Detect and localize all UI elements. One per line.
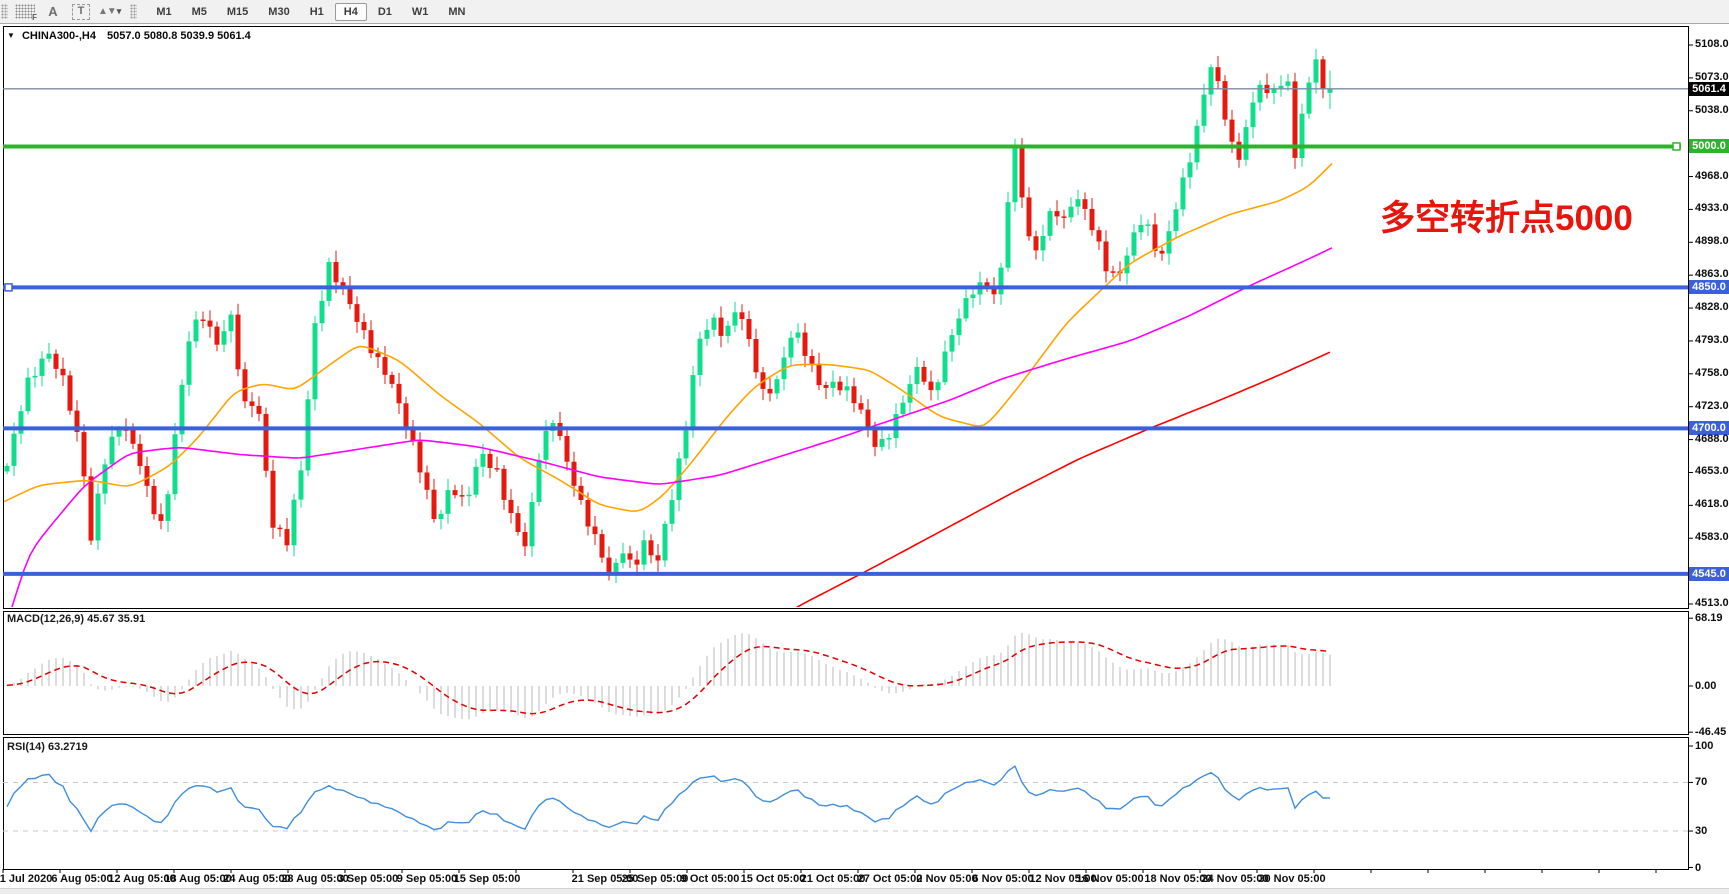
- timeframe-h1-button[interactable]: H1: [309, 5, 324, 18]
- macd-scale-68.19: 68.19: [1695, 612, 1723, 625]
- x-axis-label: 9 Oct 05:00: [680, 873, 740, 885]
- macd-histogram: [6, 632, 1331, 720]
- symbol-period-label: CHINA300-,H4: [21, 30, 96, 42]
- macd-values: 45.67 35.91: [87, 613, 146, 625]
- letter-a-icon: A: [48, 4, 58, 19]
- y-axis-tick-4618: 4618.0: [1695, 498, 1729, 511]
- shapes-button[interactable]: ▲▼ ▾: [97, 2, 122, 22]
- timeframe-toolbar-handle[interactable]: [130, 4, 138, 19]
- ma-fast-orange: [4, 162, 1333, 512]
- timeframe-m5-button[interactable]: M5: [191, 5, 207, 18]
- y-axis-tick-4968: 4968.0: [1695, 169, 1729, 182]
- rsi-value: 63.2719: [47, 741, 88, 753]
- chart-title: ▼ CHINA300-,H4 5057.0 5080.8 5039.9 5061…: [7, 30, 251, 42]
- y-axis-tick-4688: 4688.0: [1695, 432, 1729, 445]
- timeframe-w1-button[interactable]: W1: [411, 5, 429, 18]
- timeframe-button-row: M1 M5 M15 M30 H1 H4 D1 W1 MN: [146, 2, 475, 21]
- rsi-scale-30: 30: [1695, 825, 1708, 838]
- x-axis-label: 18 Nov 05:00: [1144, 873, 1212, 885]
- y-axis-tick-5108: 5108.0: [1695, 38, 1729, 50]
- timeframe-m1-button[interactable]: M1: [156, 5, 172, 18]
- ma-slow-red: [795, 351, 1331, 607]
- x-axis-label: 24 Aug 05:00: [223, 873, 291, 885]
- x-axis-label: 25 Sep 05:00: [621, 873, 689, 885]
- y-axis-tick-5038: 5038.0: [1695, 103, 1729, 116]
- x-axis-label: 24 Nov 05:00: [1201, 873, 1269, 885]
- x-axis-label: 27 Oct 05:00: [857, 873, 923, 885]
- x-axis-label: 9 Sep 05:00: [396, 873, 458, 885]
- x-axis-label: 21 Sep 05:00: [571, 873, 639, 885]
- timeframe-mn-button[interactable]: MN: [448, 5, 466, 18]
- y-axis-tick-4898: 4898.0: [1695, 235, 1729, 248]
- x-axis-label: 6 Nov 05:00: [972, 873, 1034, 885]
- macd-scale--46.45: -46.45: [1695, 726, 1727, 739]
- text-label-button[interactable]: A: [41, 2, 65, 22]
- hline-handle: [1672, 142, 1681, 151]
- x-axis-label: 28 Aug 05:00: [281, 873, 349, 885]
- timeframe-m30-button[interactable]: M30: [268, 5, 290, 18]
- chevron-down-icon: ▾: [116, 6, 122, 16]
- rsi-indicator-label: RSI(14) 63.2719: [7, 741, 88, 753]
- y-axis-tick-4513: 4513.0: [1695, 597, 1729, 609]
- text-box-button[interactable]: T: [69, 2, 93, 22]
- macd-scale-0.00: 0.00: [1695, 680, 1717, 692]
- chart-text-annotation[interactable]: 多空转折点5000: [1380, 199, 1633, 238]
- toolbar-drag-handle[interactable]: [1, 4, 8, 19]
- x-axis-label: 12 Aug 05:00: [108, 873, 176, 885]
- y-axis-tick-4653: 4653.0: [1695, 465, 1729, 478]
- rsi-scale-0: 0: [1695, 861, 1702, 874]
- price-level-label-4850.0: 4850.0: [1689, 280, 1729, 295]
- macd-signal-line: [6, 641, 1331, 715]
- symbol-dropdown-icon[interactable]: ▼: [7, 31, 15, 40]
- x-axis-label: 21 Oct 05:00: [800, 873, 866, 885]
- rsi-scale-70: 70: [1695, 776, 1708, 789]
- y-axis-tick-4758: 4758.0: [1695, 366, 1729, 379]
- y-axis-tick-4863: 4863.0: [1695, 268, 1729, 281]
- snap-grid-icon[interactable]: F: [13, 2, 37, 22]
- price-level-label-4700.0: 4700.0: [1689, 421, 1729, 436]
- y-axis-tick-4793: 4793.0: [1695, 333, 1729, 346]
- y-axis-tick-4828: 4828.0: [1695, 301, 1729, 314]
- x-axis-label: 15 Oct 05:00: [740, 873, 806, 885]
- boxed-t-icon: T: [72, 3, 90, 20]
- x-axis-label: 3 Sep 05:00: [337, 873, 399, 885]
- timeframe-h4-button[interactable]: H4: [334, 2, 367, 21]
- x-axis-label: 6 Aug 05:00: [51, 873, 113, 885]
- rsi-line: [6, 765, 1331, 833]
- timeframe-m15-button[interactable]: M15: [226, 5, 249, 18]
- grid-dots-icon: F: [15, 4, 37, 22]
- macd-indicator-label: MACD(12,26,9) 45.67 35.91: [7, 613, 146, 625]
- window-bottom-strip: [0, 888, 1729, 894]
- toolbar: F A T ▲▼ ▾ M1 M5 M15 M30 H1 H4 D1 W1 MN: [0, 0, 1729, 24]
- y-axis-tick-4933: 4933.0: [1695, 202, 1729, 215]
- x-axis-label: 31 Jul 2020: [0, 873, 53, 885]
- price-level-label-5000.0: 5000.0: [1689, 139, 1729, 154]
- y-axis-tick-4583: 4583.0: [1695, 531, 1729, 544]
- x-axis-label: 16 Nov 05:00: [1076, 873, 1144, 885]
- x-axis-label: 2 Nov 05:00: [916, 873, 978, 885]
- ma-mid-magenta: [11, 247, 1333, 607]
- price-level-label-4545.0: 4545.0: [1689, 566, 1729, 581]
- y-axis-tick-5073: 5073.0: [1695, 70, 1729, 83]
- y-axis-tick-4723: 4723.0: [1695, 399, 1729, 412]
- x-axis-label: 18 Aug 05:00: [164, 873, 232, 885]
- shapes-icon: ▲▼: [98, 6, 117, 17]
- x-axis-label: 30 Nov 05:00: [1258, 873, 1326, 885]
- x-axis-label: 12 Nov 05:00: [1029, 873, 1097, 885]
- x-axis-label: 15 Sep 05:00: [453, 873, 521, 885]
- timeframe-d1-button[interactable]: D1: [377, 5, 392, 18]
- rsi-scale-100: 100: [1695, 740, 1714, 752]
- hline-handle: [4, 283, 13, 292]
- ohlc-values: 5057.0 5080.8 5039.9 5061.4: [107, 30, 251, 42]
- current-price-label: 5061.4: [1689, 81, 1729, 96]
